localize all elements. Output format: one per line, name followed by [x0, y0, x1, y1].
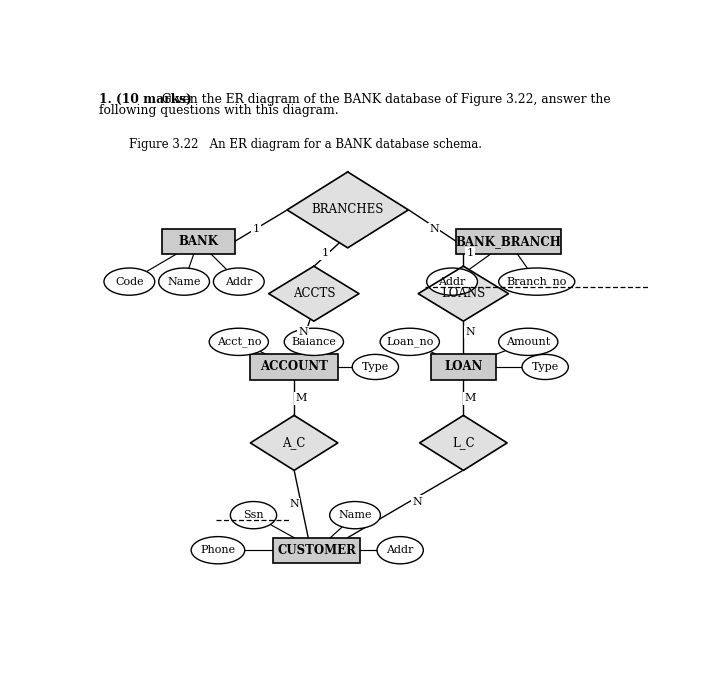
Polygon shape: [269, 266, 359, 321]
Text: Branch_no: Branch_no: [507, 276, 567, 287]
FancyBboxPatch shape: [273, 538, 360, 563]
Text: M: M: [295, 393, 306, 403]
Text: Given the ER diagram of the BANK database of Figure 3.22, answer the: Given the ER diagram of the BANK databas…: [157, 93, 610, 106]
Text: L_C: L_C: [452, 437, 475, 449]
Text: Addr: Addr: [387, 545, 414, 556]
Text: LOAN: LOAN: [444, 360, 483, 373]
Text: Amount: Amount: [506, 337, 550, 347]
Ellipse shape: [159, 268, 210, 295]
Text: Figure 3.22   An ER diagram for a BANK database schema.: Figure 3.22 An ER diagram for a BANK dat…: [130, 137, 483, 151]
Text: CUSTOMER: CUSTOMER: [277, 544, 356, 557]
Text: 1: 1: [467, 248, 474, 258]
Text: 1: 1: [252, 224, 259, 234]
Ellipse shape: [499, 268, 575, 295]
Text: N: N: [298, 327, 308, 337]
Ellipse shape: [522, 354, 569, 379]
Text: A_C: A_C: [282, 437, 306, 449]
Ellipse shape: [380, 328, 440, 356]
Ellipse shape: [191, 537, 245, 564]
Text: Addr: Addr: [438, 277, 466, 286]
Polygon shape: [419, 266, 509, 321]
Text: Code: Code: [115, 277, 143, 286]
FancyBboxPatch shape: [456, 228, 561, 254]
Text: Loan_no: Loan_no: [386, 337, 433, 347]
Text: M: M: [464, 393, 476, 403]
Ellipse shape: [230, 502, 277, 529]
Text: Addr: Addr: [225, 277, 253, 286]
Ellipse shape: [330, 502, 381, 529]
Text: Phone: Phone: [200, 545, 235, 556]
Ellipse shape: [104, 268, 155, 295]
Text: Type: Type: [362, 362, 389, 372]
Text: BANK: BANK: [178, 235, 218, 248]
Text: Name: Name: [167, 277, 201, 286]
Text: LOANS: LOANS: [441, 287, 486, 300]
Polygon shape: [419, 415, 507, 471]
FancyBboxPatch shape: [162, 228, 235, 254]
Text: Name: Name: [339, 510, 372, 520]
Text: N: N: [430, 224, 439, 234]
Text: N: N: [465, 327, 475, 337]
Text: N: N: [289, 499, 299, 509]
Text: Type: Type: [531, 362, 559, 372]
Text: BANK_BRANCH: BANK_BRANCH: [456, 235, 561, 248]
Ellipse shape: [499, 328, 558, 356]
Polygon shape: [250, 415, 338, 471]
Ellipse shape: [284, 328, 344, 356]
Ellipse shape: [213, 268, 264, 295]
Text: BRANCHES: BRANCHES: [312, 203, 384, 216]
Text: ACCTS: ACCTS: [293, 287, 335, 300]
Text: Ssn: Ssn: [243, 510, 264, 520]
Text: Balance: Balance: [291, 337, 336, 347]
FancyBboxPatch shape: [250, 354, 338, 379]
Ellipse shape: [377, 537, 423, 564]
Polygon shape: [287, 172, 408, 248]
Text: ACCOUNT: ACCOUNT: [260, 360, 328, 373]
Ellipse shape: [427, 268, 478, 295]
Text: following questions with this diagram.: following questions with this diagram.: [100, 103, 339, 116]
FancyBboxPatch shape: [431, 354, 496, 379]
Text: N: N: [412, 496, 422, 507]
Text: 1: 1: [322, 248, 329, 258]
Text: Acct_no: Acct_no: [216, 337, 261, 347]
Text: 1. (10 marks): 1. (10 marks): [100, 93, 192, 106]
Ellipse shape: [352, 354, 398, 379]
Ellipse shape: [209, 328, 269, 356]
